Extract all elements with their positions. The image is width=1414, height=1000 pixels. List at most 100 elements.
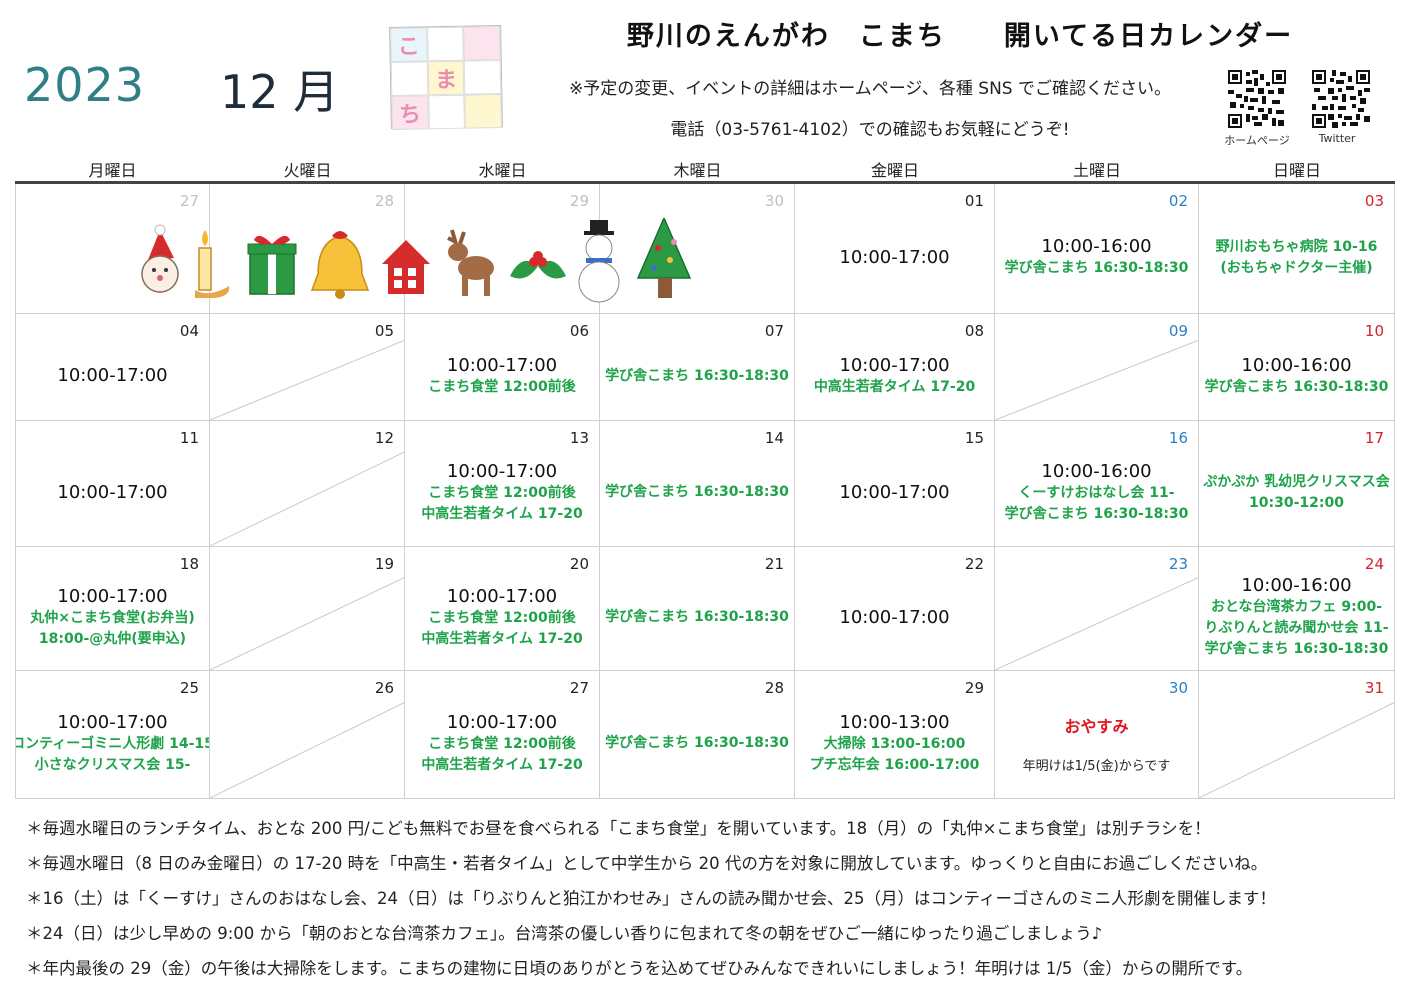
day-content: 10:00-16:00 おとな台湾茶カフェ 9:00- りぶりんと読み聞かせ会 11…: [1199, 547, 1394, 670]
bell-icon: [310, 231, 370, 299]
event-item: プチ忘年会 16:00-17:00: [809, 756, 980, 773]
santa-icon: [141, 224, 179, 293]
komachi-logo: こ ま ち: [389, 25, 503, 130]
event-item: おとな台湾茶カフェ 9:00-: [1210, 599, 1383, 615]
open-hours: 10:00-17:00: [57, 365, 168, 386]
gift-icon: [247, 235, 297, 295]
day-number: 02: [1168, 192, 1188, 210]
event-item: 学び舎こまち 16:30-18:30: [1204, 641, 1389, 657]
calendar-month: 12 月: [220, 65, 340, 119]
logo-char-chi: ち: [391, 95, 429, 130]
day-cell: 18 10:00-17:00 丸仲×こまち食堂(お弁当) 18:00-@丸仲(要申込): [15, 547, 210, 671]
day-cell: 19: [210, 547, 405, 671]
day-cell: 21 学び舎こまち 16:30-18:30: [600, 547, 795, 671]
open-hours: 10:00-17:00: [446, 585, 558, 607]
open-hours: 10:00-17:00: [839, 354, 950, 376]
day-number: 29: [569, 192, 589, 210]
christmas-decorations: [141, 218, 692, 303]
event-item: こまち食堂 12:00前後: [428, 735, 576, 752]
day-cell: 30 おやすみ 年明けは1/5(金)からです: [995, 671, 1199, 799]
day-content: 10:00-17:00: [795, 184, 994, 313]
event-item: 中高生若者タイム 17-20: [421, 756, 583, 773]
day-content: 野川おもちゃ病院 10-16 (おもちゃドクター主催): [1199, 184, 1394, 313]
event-item: こまち食堂 12:00前後: [428, 378, 576, 395]
day-cell: 27 10:00-17:00 こまち食堂 12:00前後 中高生若者タイム 17-20: [405, 671, 600, 799]
day-cell: 10 10:00-16:00 学び舎こまち 16:30-18:30: [1199, 314, 1395, 421]
day-number: 30: [1168, 679, 1188, 697]
footnote-item: ＊16（土）は「くーすけ」さんのおはなし会、24（日）は「りぶりんと狛江かわせみ…: [26, 889, 1276, 908]
event-item: 学び舎こまち 16:30-18:30: [1204, 378, 1389, 395]
christmas-tree-icon: [636, 218, 692, 298]
day-number: 08: [964, 322, 984, 340]
day-content: 10:00-17:00 こまち食堂 12:00前後 中高生若者タイム 17-20: [405, 547, 599, 670]
day-content: ぷかぷか 乳幼児クリスマス会 10:30-12:00: [1199, 421, 1394, 546]
closed-day-slash: [210, 314, 404, 420]
open-hours: 10:00-17:00: [57, 481, 168, 503]
event-item: (おもちゃドクター主催): [1220, 259, 1373, 276]
closed-day-slash: [210, 671, 404, 798]
day-cell: 07 学び舎こまち 16:30-18:30: [600, 314, 795, 421]
open-hours: 10:00-16:00: [1041, 460, 1152, 482]
day-cell: 29 10:00-13:00 大掃除 13:00-16:00 プチ忘年会 16:00-…: [795, 671, 995, 799]
day-cell: 23: [995, 547, 1199, 671]
event-item: りぶりんと読み聞かせ会 11-: [1204, 620, 1389, 636]
event-item: こまち食堂 12:00前後: [428, 609, 576, 626]
day-number: 26: [374, 679, 394, 697]
day-number: 17: [1364, 429, 1384, 447]
event-item: 小さなクリスマス会 15-: [34, 756, 191, 773]
day-number: 27: [179, 192, 199, 210]
event-item: 学び舎こまち 16:30-18:30: [605, 609, 789, 625]
day-cell: 22 10:00-17:00: [795, 547, 995, 671]
event-item: くーすけおはなし会 11-: [1018, 484, 1175, 501]
day-content: 10:00-17:00: [795, 421, 994, 546]
day-cell: 09: [995, 314, 1199, 421]
day-number: 13: [569, 429, 589, 447]
day-cell: 25 10:00-17:00 コンティーゴミニ人形劇 14-15 小さなクリスマス会 …: [15, 671, 210, 799]
day-content: 10:00-16:00 学び舎こまち 16:30-18:30: [995, 184, 1198, 313]
qr-label-homepage: ホームページ: [1224, 134, 1290, 147]
day-number: 31: [1364, 679, 1384, 697]
day-number: 05: [374, 322, 394, 340]
weekday-header: 月曜日: [15, 158, 210, 184]
day-content: 10:00-17:00 こまち食堂 12:00前後 中高生若者タイム 17-20: [405, 671, 599, 798]
day-cell: 08 10:00-17:00 中高生若者タイム 17-20: [795, 314, 995, 421]
open-hours: 10:00-16:00: [1241, 354, 1352, 376]
day-content: 学び舎こまち 16:30-18:30: [600, 314, 794, 420]
day-number: 16: [1168, 429, 1188, 447]
event-item: 中高生若者タイム 17-20: [421, 630, 583, 647]
day-number: 21: [764, 555, 784, 573]
day-cell: 30: [600, 184, 795, 314]
qr-code-icon[interactable]: [1228, 70, 1286, 128]
day-number: 23: [1168, 555, 1188, 573]
day-cell: 31: [1199, 671, 1395, 799]
closed-label: おやすみ: [1064, 717, 1129, 736]
open-hours: 10:00-17:00: [446, 460, 558, 482]
day-cell: 02 10:00-16:00 学び舎こまち 16:30-18:30: [995, 184, 1199, 314]
day-cell: 03 野川おもちゃ病院 10-16 (おもちゃドクター主催): [1199, 184, 1395, 314]
day-number: 24: [1364, 555, 1384, 573]
candle-icon: [195, 230, 230, 298]
day-content: 10:00-13:00 大掃除 13:00-16:00 プチ忘年会 16:00-17…: [795, 671, 994, 798]
day-content: 10:00-17:00 中高生若者タイム 17-20: [795, 314, 994, 420]
day-content: 10:00-17:00: [16, 421, 209, 546]
weekday-header: 木曜日: [600, 158, 795, 184]
day-number: 19: [374, 555, 394, 573]
open-hours: 10:00-17:00: [839, 481, 950, 503]
footnote-item: ＊年内最後の 29（金）の午後は大掃除をします。こまちの建物に日頃のありがとうを…: [26, 959, 1253, 978]
day-cell: 16 10:00-16:00 くーすけおはなし会 11- 学び舎こまち 16:30-1…: [995, 421, 1199, 547]
day-number: 25: [179, 679, 199, 697]
weekday-header: 土曜日: [995, 158, 1199, 184]
day-cell: 15 10:00-17:00: [795, 421, 995, 547]
day-cell: 26: [210, 671, 405, 799]
day-number: 04: [179, 322, 199, 340]
day-cell: 13 10:00-17:00 こまち食堂 12:00前後 中高生若者タイム 17-20: [405, 421, 600, 547]
day-cell: 28 学び舎こまち 16:30-18:30: [600, 671, 795, 799]
open-hours: 10:00-17:00: [446, 354, 558, 376]
weekday-header: 日曜日: [1199, 158, 1395, 184]
weekday-header: 水曜日: [405, 158, 600, 184]
day-content: 10:00-16:00 学び舎こまち 16:30-18:30: [1199, 314, 1394, 420]
closed-day-slash: [995, 314, 1198, 420]
day-number: 28: [374, 192, 394, 210]
qr-code-icon[interactable]: [1312, 70, 1370, 128]
day-number: 18: [179, 555, 199, 573]
